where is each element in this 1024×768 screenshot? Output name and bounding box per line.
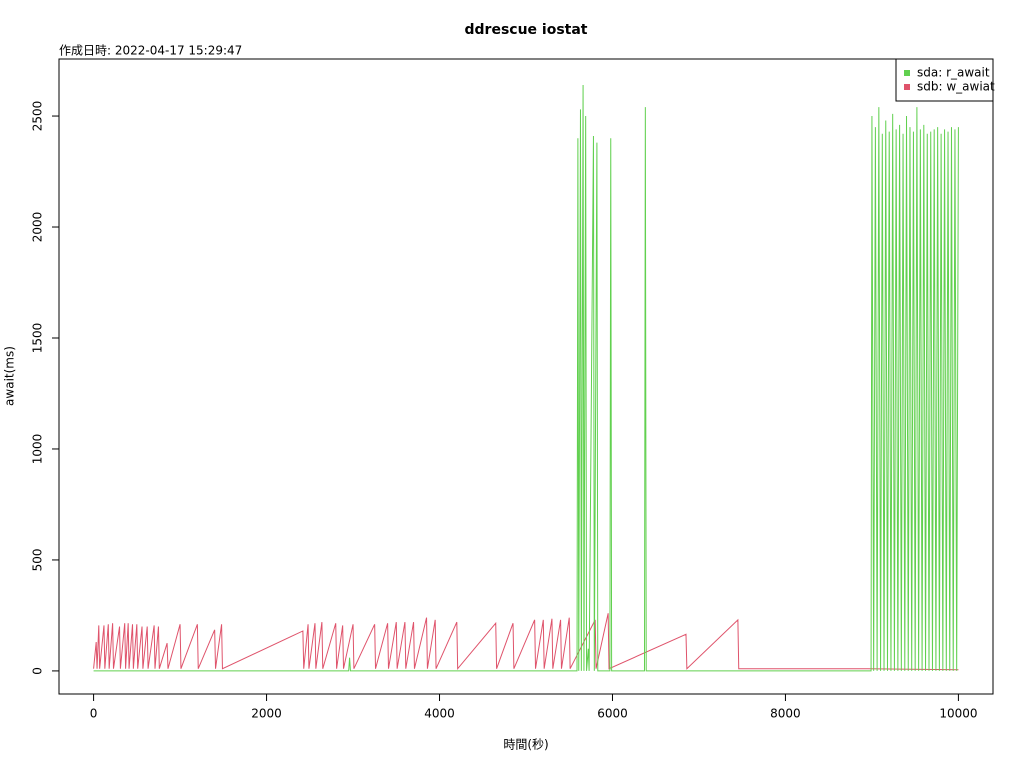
chart-title: ddrescue iostat <box>465 22 588 38</box>
legend-label: sdb: w_awiat <box>917 80 995 94</box>
legend-box <box>895 58 994 102</box>
x-tick-label: 10000 <box>939 707 977 721</box>
y-tick-label: 1500 <box>31 323 45 354</box>
series-line <box>93 613 959 671</box>
x-tick-label: 0 <box>90 707 98 721</box>
y-tick-label: 0 <box>31 667 45 675</box>
chart-subtitle: 作成日時: 2022-04-17 15:29:47 <box>59 44 242 58</box>
legend-swatch <box>904 84 910 90</box>
y-tick-label: 2000 <box>31 212 45 243</box>
y-axis-label: await(ms) <box>3 346 17 406</box>
y-tick-label: 2500 <box>31 101 45 132</box>
legend-swatch <box>904 70 910 76</box>
y-tick-label: 1000 <box>31 434 45 465</box>
x-axis-label: 時間(秒) <box>503 738 548 752</box>
x-tick-label: 2000 <box>251 707 282 721</box>
x-tick-label: 4000 <box>424 707 455 721</box>
plot-frame <box>58 58 994 695</box>
legend-label: sda: r_await <box>917 66 990 80</box>
x-tick-label: 6000 <box>597 707 628 721</box>
y-tick-label: 500 <box>31 548 45 571</box>
plot-area <box>93 84 959 672</box>
series-line <box>93 84 959 672</box>
x-tick-label: 8000 <box>770 707 801 721</box>
